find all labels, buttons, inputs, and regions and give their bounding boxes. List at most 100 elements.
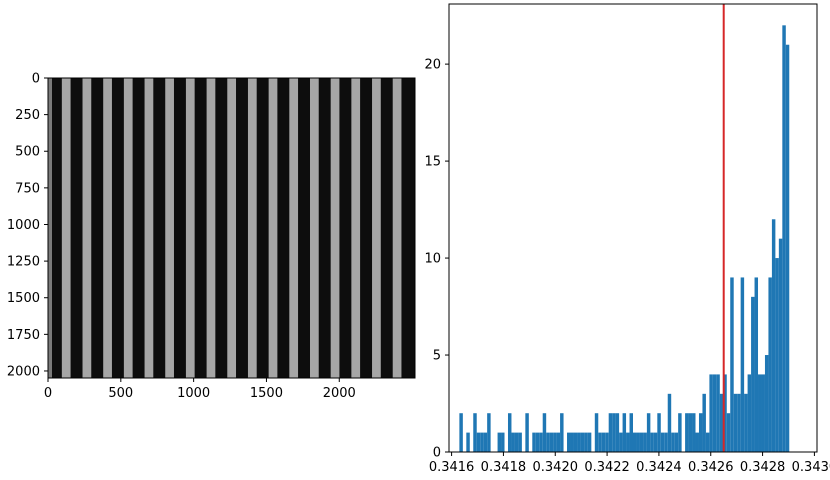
histogram-bar [636, 432, 640, 452]
image-left-edge [48, 78, 52, 378]
histogram-bar [678, 413, 682, 452]
histogram-bar [719, 393, 724, 452]
histogram-bar [511, 432, 515, 452]
histogram-bar [685, 413, 689, 452]
histogram-bar [584, 432, 588, 452]
y-tick-label: 10 [424, 252, 441, 267]
histogram-bar [702, 393, 706, 452]
histogram-bar [466, 432, 470, 452]
histogram-bar [487, 413, 491, 452]
y-tick-label: 20 [424, 58, 441, 73]
histogram-bar [747, 374, 752, 452]
y-tick-label: 500 [15, 145, 40, 160]
y-tick-label: 0 [32, 72, 40, 87]
histogram-bar [751, 296, 755, 452]
histogram-bars [459, 25, 790, 453]
x-tick-label: 0.3428 [740, 460, 786, 475]
histogram-bar [594, 413, 599, 452]
histogram-bar [733, 393, 738, 452]
histogram-bar [549, 432, 554, 452]
histogram-bar [626, 432, 630, 452]
histogram-bar [459, 413, 463, 452]
histogram-bar [497, 432, 502, 452]
histogram-bar [605, 432, 609, 452]
histogram-bar [657, 413, 661, 452]
histogram-bar [539, 432, 543, 452]
histogram-bar [764, 355, 769, 452]
x-tick-label: 1500 [250, 386, 283, 401]
histogram-bar [778, 238, 783, 452]
histogram-bar [650, 432, 654, 452]
histogram-bar [785, 44, 790, 453]
histogram-bar [671, 432, 675, 452]
y-tick-label: 2000 [7, 364, 40, 379]
histogram-bar [556, 432, 561, 452]
histogram-bar [667, 393, 672, 452]
histogram-bar [698, 413, 703, 452]
histogram-bar [633, 432, 637, 452]
x-tick-label: 0.3418 [481, 460, 527, 475]
y-tick-label: 250 [15, 108, 40, 123]
stripe [82, 78, 92, 378]
x-tick-label: 0.3424 [636, 460, 682, 475]
y-tick-label: 0 [433, 446, 441, 461]
histogram-bar [615, 413, 620, 452]
histogram-bar [580, 432, 585, 452]
histogram-panel: 0.3416 0.3418 0.3420 0.3422 0.3424 0.3426 0.34… [424, 3, 830, 475]
stripe-image [48, 78, 415, 378]
histogram-bar [653, 432, 658, 452]
y-tick-label: 5 [433, 349, 441, 364]
histogram-bar [560, 413, 564, 452]
stripe [372, 78, 381, 378]
histogram-bar [570, 432, 574, 452]
histogram-bar [535, 432, 540, 452]
histogram-bar [601, 432, 606, 452]
histogram-y-axis: 0 5 10 15 20 [424, 58, 449, 461]
histogram-bar [567, 432, 571, 452]
histogram-bar [709, 374, 713, 452]
histogram-bar [532, 432, 536, 452]
histogram-bar [695, 432, 699, 452]
x-tick-label: 2000 [323, 386, 356, 401]
x-tick-label: 0.3420 [533, 460, 579, 475]
y-tick-label: 15 [424, 155, 441, 170]
histogram-bar [705, 432, 710, 452]
histogram-bar [726, 413, 731, 452]
histogram-bar [629, 413, 633, 452]
stripe [227, 78, 237, 378]
histogram-bar [542, 413, 547, 452]
stripe [247, 78, 257, 378]
histogram-bar [646, 413, 651, 452]
histogram-bar [775, 258, 779, 452]
x-tick-label: 0 [44, 386, 52, 401]
histogram-bar [771, 219, 776, 452]
stripe [61, 78, 71, 378]
x-tick-label: 0.3422 [584, 460, 630, 475]
histogram-bar [480, 432, 484, 452]
x-tick-label: 500 [108, 386, 133, 401]
stripe [103, 78, 112, 378]
histogram-bar [476, 432, 481, 452]
x-tick-label: 1000 [177, 386, 210, 401]
histogram-bar [622, 413, 627, 452]
histogram-bar [518, 432, 522, 452]
stripe [268, 78, 278, 378]
y-tick-label: 1250 [7, 255, 40, 270]
histogram-bar [553, 432, 557, 452]
histogram-bar [730, 277, 734, 452]
histogram-bar [761, 374, 765, 452]
histogram-x-axis: 0.3416 0.3418 0.3420 0.3422 0.3424 0.3426 0.34… [429, 452, 830, 475]
histogram-bar [754, 277, 759, 452]
histogram-bar [688, 413, 693, 452]
stripe-image-frame [47, 77, 416, 379]
histogram-bar [737, 393, 741, 452]
stripe-image-panel: 0 500 1000 1500 2000 0 250 500 750 1000 1250 1500 1… [7, 72, 416, 401]
histogram-frame [448, 3, 818, 453]
histogram-bar [782, 25, 786, 452]
stripe [351, 78, 361, 378]
stripe [289, 78, 299, 378]
histogram-bar [598, 432, 602, 452]
histogram-bar [573, 432, 578, 452]
histogram-bar [587, 432, 592, 452]
